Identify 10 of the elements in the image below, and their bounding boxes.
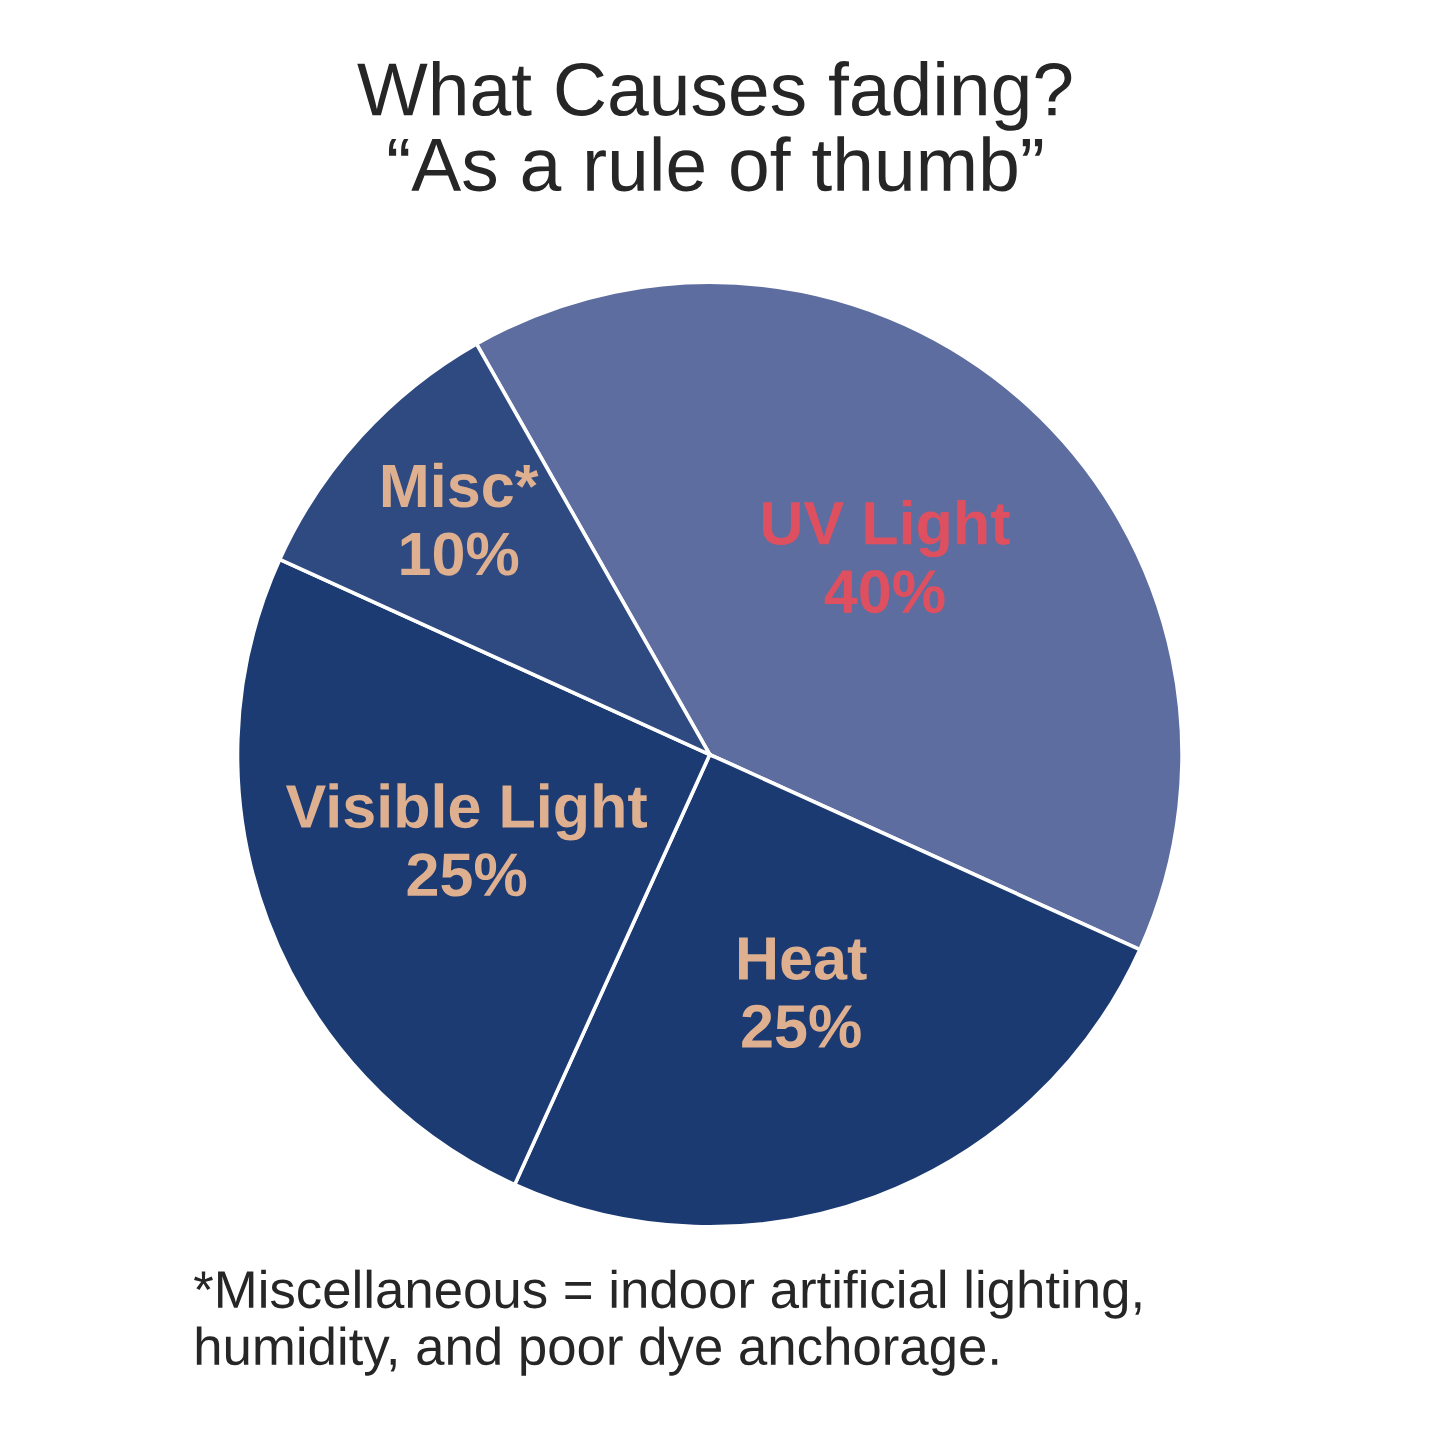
data-label: 10% xyxy=(401,532,519,576)
slice-label: UV Light xyxy=(763,500,1010,558)
chart-title: What Causes fading? “As a rule of thumb” xyxy=(357,60,1072,192)
data-label: 40% xyxy=(824,569,945,614)
slice-label: Heat xyxy=(739,937,867,981)
data-label: 25% xyxy=(407,853,527,897)
slice-label: Visible Light xyxy=(285,783,648,841)
slice-label: Misc* xyxy=(382,462,539,508)
text: *Miscellaneous = indoor artificial lighting, humidity, and poor dye anchorage. xyxy=(194,1269,1141,1376)
data-label: 25% xyxy=(742,1004,861,1049)
